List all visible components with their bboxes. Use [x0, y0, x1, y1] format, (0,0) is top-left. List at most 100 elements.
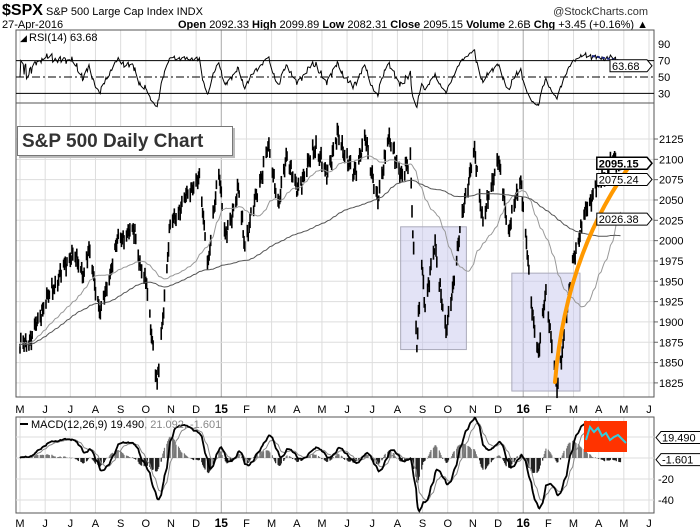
- copyright: @StockCharts.com: [553, 6, 648, 18]
- macd-label-values: , 21.092, -1.601: [144, 419, 221, 431]
- x-axis-label-bottom: J: [42, 518, 48, 530]
- x-axis-label-bottom: N: [469, 518, 477, 530]
- x-axis-label-bottom: J: [344, 518, 350, 530]
- x-axis-label: F: [243, 404, 250, 416]
- volume-label: Volume: [466, 19, 506, 31]
- x-axis-label-bottom: 15: [215, 516, 229, 530]
- macd-value-tag-box: [655, 431, 700, 445]
- x-axis-label-bottom: M: [267, 518, 276, 530]
- x-axis-label: J: [369, 404, 375, 416]
- exchange: INDX: [176, 6, 203, 18]
- rsi-chart-icon: ◢: [20, 33, 27, 43]
- x-axis-label-bottom: M: [569, 518, 578, 530]
- x-axis-label-bottom: F: [545, 518, 552, 530]
- rsi-axis-label: 50: [658, 72, 670, 84]
- x-axis-label-bottom: A: [595, 518, 603, 530]
- rsi-label: RSI(14) 63.68: [29, 32, 97, 44]
- x-axis-label-bottom: D: [192, 518, 200, 530]
- macd-hist-value-tag-box: [655, 453, 700, 467]
- x-axis-label: J: [344, 404, 350, 416]
- x-axis-label: J: [646, 404, 652, 416]
- ma200-value-tag: 2026.38: [599, 214, 639, 226]
- price-axis-label: 1900: [659, 317, 683, 329]
- price-axis-label: 1975: [659, 256, 683, 268]
- close-label: Close: [390, 19, 421, 31]
- x-axis-label-bottom: M: [619, 518, 628, 530]
- x-axis-label: M: [317, 404, 326, 416]
- x-axis-label: M: [569, 404, 578, 416]
- macd-highlight-line: [585, 424, 627, 444]
- price-axis-label: 1825: [659, 378, 683, 390]
- chart-header-title: $SPX S&P 500 Large Cap Index INDX: [2, 2, 203, 20]
- rsi-axis-label: 90: [658, 39, 670, 51]
- x-axis-label: A: [293, 404, 301, 416]
- x-axis-label: D: [192, 404, 200, 416]
- x-axis-label: S: [419, 404, 426, 416]
- close-value-tag: 2095.15: [599, 158, 639, 170]
- chg-value: +3.45 (+0.16%): [558, 19, 635, 31]
- highlight-box: [400, 226, 467, 351]
- price-axis-label: 1875: [659, 337, 683, 349]
- price-axis-label: 2075: [659, 175, 683, 187]
- high-label: High: [252, 19, 277, 31]
- macd-hist-value-tag: -1.601: [662, 455, 693, 467]
- x-axis-label-bottom: O: [443, 518, 452, 530]
- ma50-line: [19, 155, 621, 347]
- ma50-value-tag-box: [596, 172, 653, 186]
- price-axis-label: 1925: [659, 297, 683, 309]
- x-axis-label-bottom: A: [394, 518, 402, 530]
- macd-line: [19, 416, 622, 513]
- price-axis-label: 1950: [659, 276, 683, 288]
- panel-border: [15, 102, 655, 398]
- x-axis-label-bottom: 16: [517, 516, 531, 530]
- x-axis-label-bottom: A: [92, 518, 100, 530]
- x-axis-label: A: [394, 404, 402, 416]
- low-label: Low: [322, 19, 345, 31]
- x-axis-label: M: [15, 404, 24, 416]
- price-axis-label: 2100: [659, 154, 683, 166]
- x-axis-label: M: [267, 404, 276, 416]
- price-axis-label: 2125: [659, 134, 683, 146]
- x-axis-label: 16: [517, 402, 531, 416]
- macd-label: MACD(12,26,9) 19.490, 21.092, -1.601: [31, 419, 221, 431]
- open-value: 2092.33: [209, 19, 249, 31]
- x-axis-label: A: [92, 404, 100, 416]
- x-axis-label-bottom: S: [419, 518, 426, 530]
- chg-label: Chg: [533, 19, 556, 31]
- rsi-axis-label: 30: [658, 88, 670, 100]
- x-axis-label: A: [595, 404, 603, 416]
- volume-value: 2.6B: [508, 19, 531, 31]
- price-axis-label: 2050: [659, 195, 683, 207]
- panel-border: [15, 416, 655, 514]
- x-axis-label-bottom: J: [68, 518, 74, 530]
- macd-axis-label: -40: [658, 495, 674, 507]
- rsi-axis-label: 70: [658, 56, 670, 68]
- x-axis-label: N: [167, 404, 175, 416]
- price-axis-label: 2025: [659, 215, 683, 227]
- x-axis-label: O: [443, 404, 452, 416]
- x-axis-label-bottom: M: [317, 518, 326, 530]
- rsi-value-tag-box: [609, 59, 653, 73]
- ma200-line: [19, 179, 621, 347]
- price-axis-label: 2000: [659, 236, 683, 248]
- x-axis-label-bottom: J: [369, 518, 375, 530]
- x-axis-label-bottom: M: [15, 518, 24, 530]
- x-axis-label: M: [619, 404, 628, 416]
- up-arrow-icon: ▲: [637, 19, 649, 31]
- ma50-value-tag: 2075.24: [599, 174, 639, 186]
- x-axis-label-bottom: A: [293, 518, 301, 530]
- price-axis-label: 1850: [659, 358, 683, 370]
- ohlc-readout: Open 2092.33 High 2099.89 Low 2082.31 Cl…: [178, 19, 648, 31]
- chart-date: 27-Apr-2016: [2, 19, 64, 31]
- rsi-value-tag: 63.68: [612, 61, 640, 73]
- close-value-tag-box: [596, 156, 653, 171]
- symbol: $SPX: [2, 2, 43, 19]
- macd-value-tag: 19.490: [662, 433, 696, 445]
- x-axis-label-bottom: D: [494, 518, 502, 530]
- x-axis-label-bottom: O: [142, 518, 151, 530]
- x-axis-label: J: [42, 404, 48, 416]
- open-label: Open: [178, 19, 207, 31]
- x-axis-label: 15: [215, 402, 229, 416]
